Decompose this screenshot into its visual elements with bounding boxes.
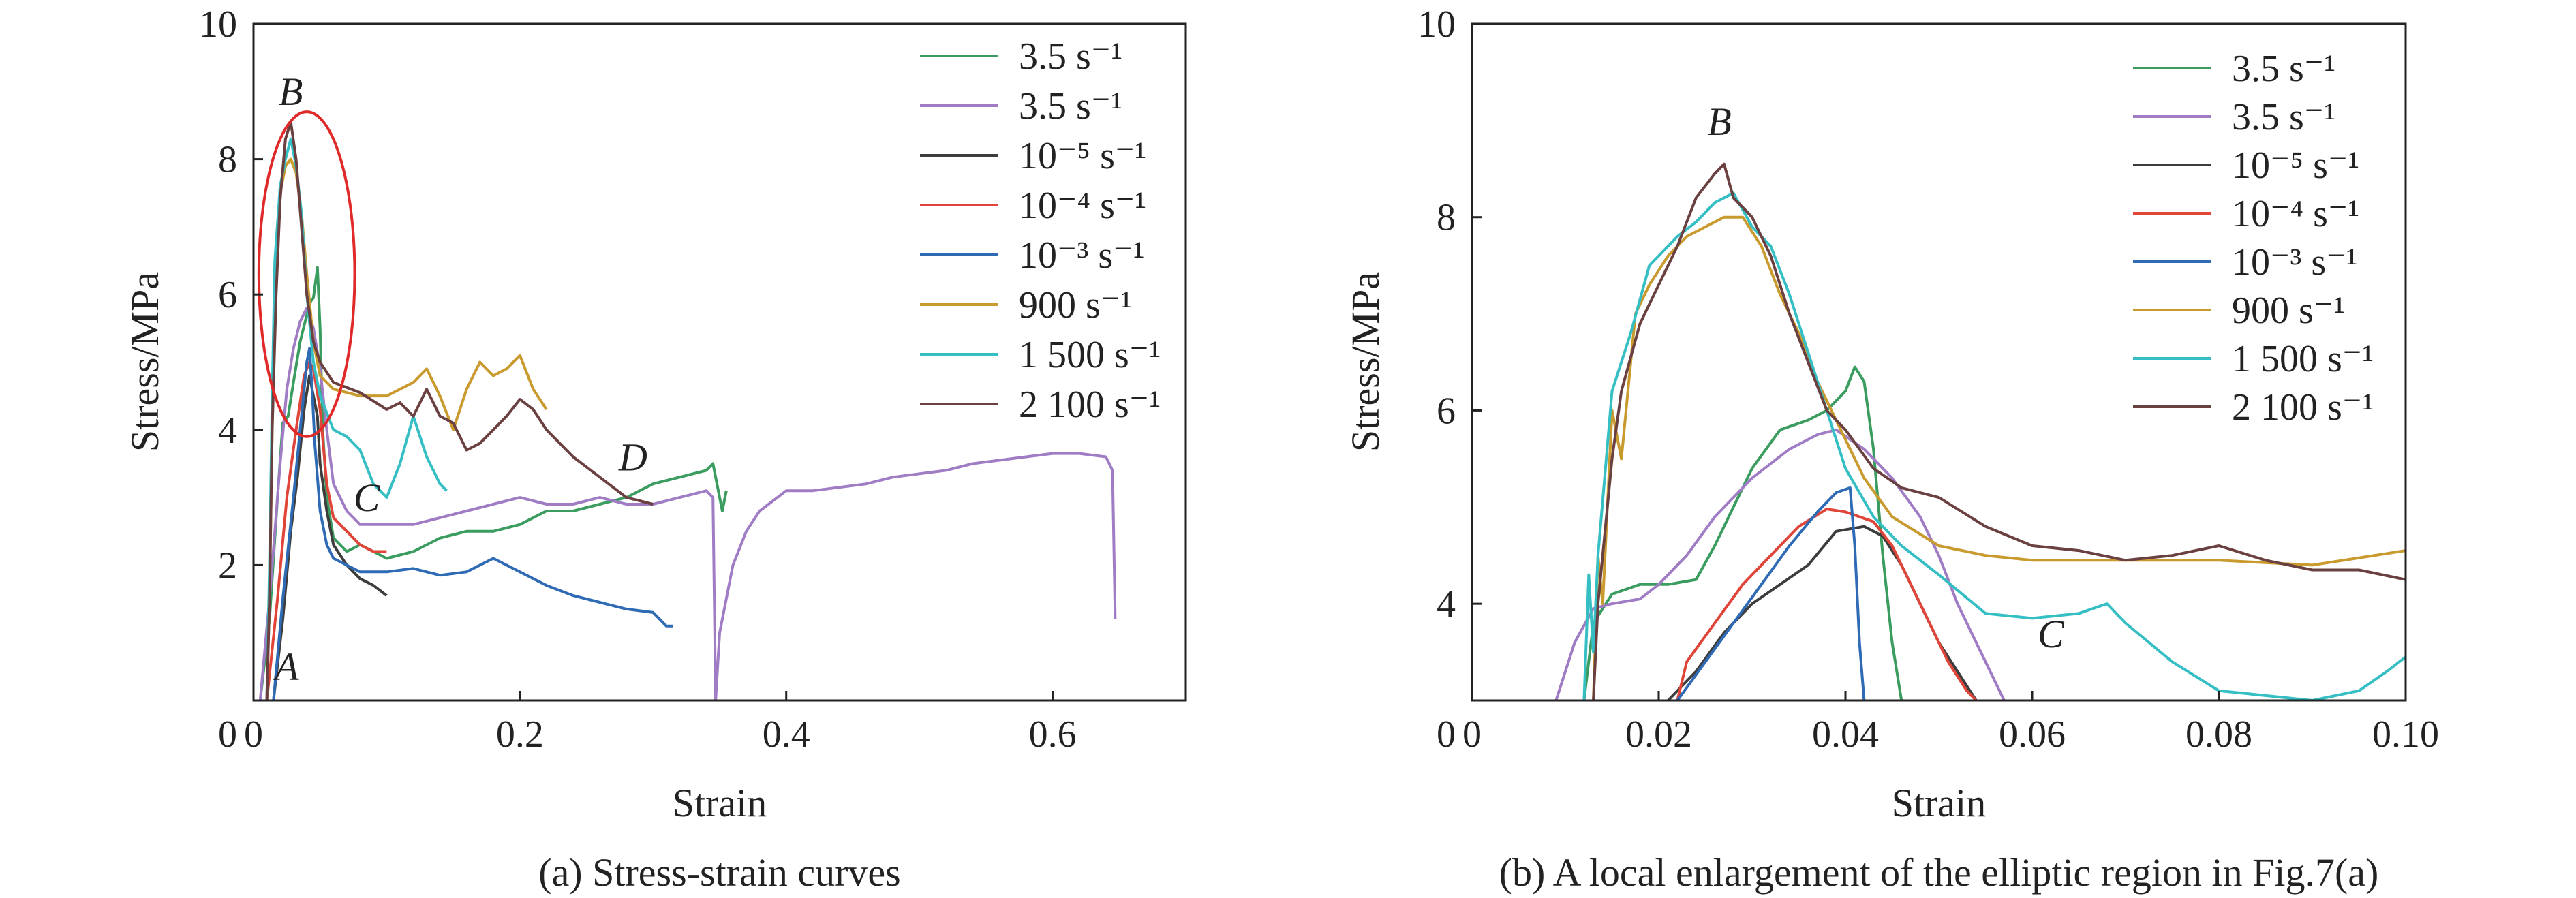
legend-entry: 10⁻⁴ s⁻¹ (2232, 193, 2359, 235)
panel-caption: (b) A local enlargement of the elliptic … (1499, 850, 2379, 895)
legend: 3.5 s⁻¹ 3.5 s⁻¹ 10⁻⁵ s⁻¹ 10⁻⁴ s⁻¹ 10⁻³ s⁻¹ 90… (2133, 48, 2374, 429)
series-line-6 (265, 157, 548, 700)
series-line-2 (258, 307, 1117, 700)
legend-entry: 1 500 s⁻¹ (1019, 334, 1161, 376)
series-line-4 (265, 360, 387, 700)
point-annotation: B (1707, 99, 1731, 144)
series-line-5 (272, 347, 673, 700)
legend-entry: 3.5 s⁻¹ (2232, 48, 2335, 90)
x-tick-label: 0.04 (1812, 713, 1879, 756)
x-axis-label: Strain (1892, 781, 1987, 825)
legend-entry: 10⁻⁵ s⁻¹ (1019, 135, 1146, 177)
legend-entry: 3.5 s⁻¹ (2232, 96, 2335, 138)
point-annotation: C (2038, 612, 2065, 656)
x-tick-label: 0 (244, 713, 263, 756)
elliptic-region-marker (257, 110, 356, 438)
panel-a-stress-strain-chart: 0 0.2 0.4 0.6 2 4 6 8 10 0 Strain Stress/MPa (a) Str… (123, 3, 1187, 895)
legend-entry: 900 s⁻¹ (1019, 284, 1132, 326)
y-tick-label: 2 (218, 544, 237, 587)
series-line-1 (1582, 365, 1903, 700)
legend-entry: 3.5 s⁻¹ (1019, 85, 1122, 127)
point-annotation: D (618, 435, 647, 479)
series-line-8 (1592, 162, 2406, 700)
y-tick-label: 6 (218, 274, 237, 316)
series-line-2 (1554, 428, 2006, 700)
x-tick-label: 0.10 (2372, 713, 2439, 756)
series-line-6 (1592, 215, 2406, 700)
plot-area (258, 121, 1117, 700)
y-tick-label: 8 (1437, 197, 1456, 239)
series-line-3 (1667, 525, 1978, 700)
plot-frame (1471, 22, 2407, 702)
legend-entry: 2 100 s⁻¹ (1019, 384, 1161, 426)
y-tick-label: 6 (1437, 390, 1456, 432)
legend-entry: 1 500 s⁻¹ (2232, 338, 2374, 380)
panel-b-local-enlargement-chart: 0 0.02 0.04 0.06 0.08 0.10 4 6 8 10 0 Strain Stress/… (1343, 3, 2439, 895)
legend-entry: 10⁻⁴ s⁻¹ (1019, 185, 1146, 227)
origin-label: 0 (1437, 713, 1456, 756)
y-axis-label: Stress/MPa (1343, 272, 1387, 452)
series-line-5 (1676, 486, 1866, 700)
x-tick-label: 0.02 (1625, 713, 1692, 756)
x-tick-label: 0.08 (2186, 713, 2252, 756)
x-tick-label: 0.4 (763, 713, 810, 756)
plot-area (1554, 162, 2406, 700)
point-annotation: A (272, 645, 299, 689)
series-line-4 (1676, 508, 1978, 700)
legend-entry: 10⁻⁵ s⁻¹ (2232, 144, 2359, 187)
x-tick-label: 0 (1462, 713, 1482, 756)
legend-entry: 10⁻³ s⁻¹ (1019, 234, 1145, 277)
plot-frame (252, 22, 1187, 702)
y-tick-label: 4 (218, 409, 237, 452)
y-tick-label: 4 (1437, 583, 1456, 625)
series-line-7 (265, 137, 448, 700)
series-line-7 (1582, 191, 2406, 700)
y-tick-label: 8 (218, 139, 237, 181)
panel-caption: (a) Stress-strain curves (538, 850, 901, 895)
point-annotation: B (279, 69, 303, 114)
origin-label: 0 (218, 713, 237, 756)
point-annotation: C (354, 476, 381, 520)
legend-entry: 2 100 s⁻¹ (2232, 386, 2374, 429)
y-axis-label: Stress/MPa (123, 272, 167, 452)
x-axis-label: Strain (673, 781, 767, 825)
legend-entry: 3.5 s⁻¹ (1019, 35, 1122, 78)
y-tick-label: 10 (1417, 3, 1456, 46)
legend-entry: 10⁻³ s⁻¹ (2232, 241, 2358, 283)
series-line-1 (258, 266, 728, 700)
x-tick-label: 0.6 (1029, 713, 1077, 756)
x-tick-label: 0.2 (496, 713, 544, 756)
x-tick-label: 0.06 (1999, 713, 2066, 756)
legend-entry: 900 s⁻¹ (2232, 290, 2345, 332)
legend: 3.5 s⁻¹ 3.5 s⁻¹ 10⁻⁵ s⁻¹ 10⁻⁴ s⁻¹ 10⁻³ s⁻¹ 90… (920, 35, 1161, 426)
y-tick-label: 10 (199, 3, 237, 46)
series-line-8 (265, 121, 654, 700)
